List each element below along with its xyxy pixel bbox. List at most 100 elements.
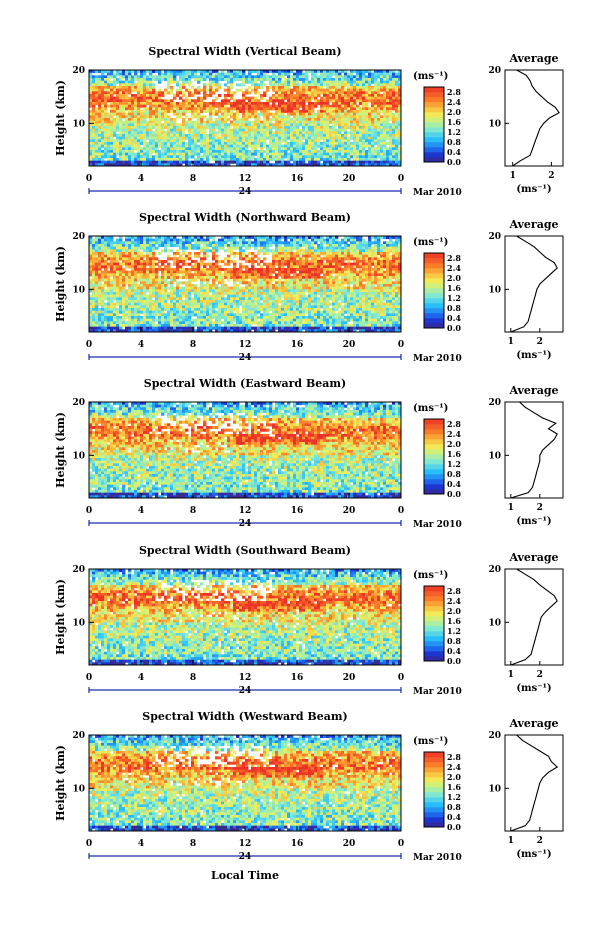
panel-1-heat-cell [158, 104, 162, 108]
panel-1-heat-cell [116, 112, 120, 116]
panel-1-heat-cell [197, 102, 201, 106]
panel-1-heat-cell [176, 139, 180, 143]
panel-1-heat-cell [233, 142, 237, 146]
panel-2-heat-cell [92, 276, 96, 280]
panel-1-heat-cell [344, 139, 348, 143]
panel-1-heat-cell [350, 112, 354, 116]
panel-1-heat-cell [149, 104, 153, 108]
panel-1-heat-cell [323, 96, 327, 100]
panel-1-heat-cell [311, 104, 315, 108]
panel-1-heat-cell [146, 96, 150, 100]
panel-1-heat-cell [356, 144, 360, 148]
panel-1-heat-cell [110, 160, 114, 164]
panel-2-heat-cell [209, 276, 213, 280]
panel-1-heat-cell [218, 78, 222, 82]
panel-1-xtick-label: 12 [239, 174, 252, 184]
panel-1-heat-cell [272, 147, 276, 151]
panel-1-heat-cell [179, 86, 183, 90]
panel-1-heat-cell [227, 144, 231, 148]
panel-2-heat-cell [320, 252, 324, 256]
panel-1-heat-cell [215, 158, 219, 162]
panel-2-heat-cell [314, 265, 318, 269]
panel-1-heat-cell [122, 152, 126, 156]
panel-1-heat-cell [293, 75, 297, 79]
panel-1-heat-cell [284, 163, 288, 167]
panel-2-heat-cell [353, 238, 357, 242]
panel-1-heat-cell [125, 102, 129, 106]
panel-2-heat-cell [365, 278, 369, 282]
panel-2-heat-cell [179, 241, 183, 245]
panel-1-heat-cell [152, 86, 156, 90]
panel-2-heat-cell [308, 273, 312, 277]
panel-2-heat-cell [113, 262, 117, 266]
panel-2-heat-cell [365, 268, 369, 272]
panel-1-heat-cell [200, 123, 204, 127]
panel-1-heat-cell [110, 123, 114, 127]
panel-1-heat-cell [158, 144, 162, 148]
panel-1-heat-cell [296, 123, 300, 127]
panel-1-heat-cell [155, 91, 159, 95]
panel-1-heat-cell [185, 160, 189, 164]
panel-1-heat-cell [146, 75, 150, 79]
panel-2-heat-cell [299, 265, 303, 269]
panel-2-heat-cell [350, 241, 354, 245]
panel-2-heat-cell [95, 249, 99, 253]
panel-1-heat-cell [347, 123, 351, 127]
panel-2-heat-cell [212, 244, 216, 248]
panel-2-heat-cell [113, 246, 117, 250]
panel-2-heat-cell [320, 260, 324, 264]
panel-1-heat-cell [143, 152, 147, 156]
panel-2-heat-cell [377, 241, 381, 245]
panel-1-heat-cell [392, 115, 396, 119]
panel-1-heat-cell [299, 115, 303, 119]
panel-1-heat-cell [344, 83, 348, 87]
panel-1-heat-cell [341, 115, 345, 119]
panel-2-heat-cell [317, 238, 321, 242]
panel-2-heat-cell [227, 268, 231, 272]
panel-1-heat-cell [350, 72, 354, 76]
panel-1-heat-cell [323, 128, 327, 132]
panel-1-heat-cell [254, 160, 258, 164]
panel-1-heat-cell [287, 80, 291, 84]
panel-2-heat-cell [347, 249, 351, 253]
panel-2-heat-cell [164, 246, 168, 250]
panel-1-heat-cell [89, 139, 93, 143]
panel-1-heat-cell [296, 136, 300, 140]
panel-1-heat-cell [119, 83, 123, 87]
panel-2-heat-cell [389, 254, 393, 258]
panel-1-heat-cell [89, 115, 93, 119]
panel-2-heat-cell [311, 270, 315, 274]
panel-1-heat-cell [356, 115, 360, 119]
panel-2-heat-cell [260, 241, 264, 245]
panel-1-heat-cell [194, 110, 198, 114]
panel-1-heat-cell [227, 80, 231, 84]
panel-1-heat-cell [284, 115, 288, 119]
panel-2-heat-cell [149, 262, 153, 266]
panel-2-heat-cell [293, 244, 297, 248]
panel-1-heat-cell [140, 104, 144, 108]
panel-2-heat-cell [392, 270, 396, 274]
panel-1-heat-cell [107, 112, 111, 116]
panel-2-heat-cell [176, 241, 180, 245]
panel-1-heat-cell [371, 160, 375, 164]
panel-1-heat-cell [353, 136, 357, 140]
panel-2-heat-cell [272, 278, 276, 282]
panel-1-heat-cell [314, 150, 318, 154]
panel-1-heat-cell [281, 155, 285, 159]
panel-1-heat-cell [167, 70, 171, 74]
panel-2-heat-cell [197, 273, 201, 277]
panel-1-heat-cell [221, 131, 225, 135]
panel-1-heat-cell [152, 110, 156, 114]
panel-1-heat-cell [206, 136, 210, 140]
panel-1-heat-cell [314, 104, 318, 108]
panel-1-heat-cell [275, 136, 279, 140]
panel-1-heat-cell [137, 110, 141, 114]
panel-1-heat-cell [308, 83, 312, 87]
panel-1-heat-cell [302, 126, 306, 130]
panel-1-heat-cell [218, 136, 222, 140]
panel-1-heat-cell [338, 144, 342, 148]
panel-2-heat-cell [182, 270, 186, 274]
panel-2-heat-cell [152, 252, 156, 256]
panel-2-heat-cell [113, 278, 117, 282]
panel-2-heat-cell [365, 273, 369, 277]
